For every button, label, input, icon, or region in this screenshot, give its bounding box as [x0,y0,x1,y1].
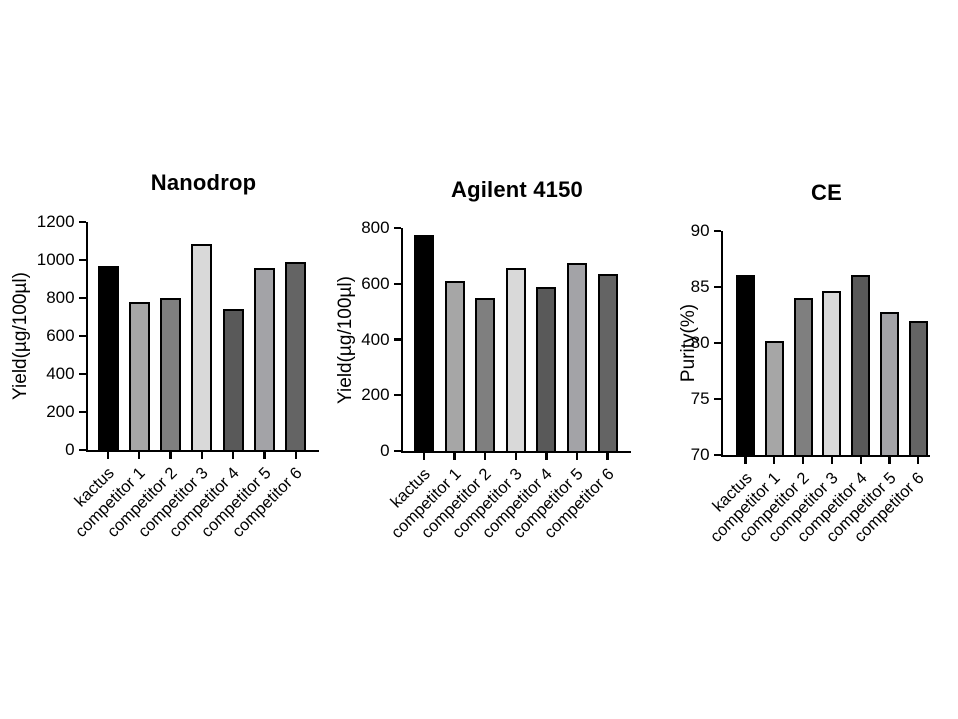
x-tick-mark [917,457,920,465]
x-tick-mark [232,452,235,460]
y-tick-mark [78,296,86,300]
y-tick-mark [78,410,86,414]
x-tick-mark [744,457,747,465]
bar-kactus [414,234,434,451]
y-tick-label: 600 [46,326,75,345]
y-tick-label: 75 [690,389,710,408]
y-tick-mark [393,282,401,285]
bar-competitor-6 [908,320,928,455]
y-tick-label: 600 [361,273,390,293]
bar-competitor-1 [764,340,784,455]
bar-competitor-1 [128,301,150,450]
chart-title-agilent-4150: Agilent 4150 [450,177,583,202]
y-tick-mark [393,394,401,397]
x-tick-mark [200,452,204,460]
y-tick-label: 400 [46,364,75,383]
x-tick-mark [263,452,266,460]
y-tick-mark [393,226,401,230]
x-axis-line [400,451,631,454]
y-tick-mark [713,453,721,457]
y-tick-label: 1000 [36,250,75,269]
bar-competitor-4 [222,309,244,450]
y-axis-line [400,228,403,454]
bar-competitor-1 [444,280,465,451]
y-tick-label: 70 [690,445,710,464]
bar-competitor-2 [475,297,496,451]
x-tick-mark [773,457,776,465]
chart-title-nanodrop: Nanodrop [150,170,257,195]
x-tick-mark [830,457,834,465]
bar-competitor-3 [505,268,526,451]
bar-competitor-6 [597,273,618,451]
y-axis-line [85,222,88,453]
y-tick-label: 800 [361,218,390,237]
y-tick-label: 80 [690,333,710,352]
bar-competitor-5 [567,262,587,451]
x-tick-mark [453,453,456,461]
y-tick-label: 90 [690,221,710,240]
y-axis-line [720,231,723,458]
bar-competitor-4 [851,274,871,455]
y-tick-mark [393,449,401,453]
x-axis-line [720,455,930,458]
bar-competitor-4 [536,286,557,451]
y-tick-label: 200 [46,402,75,421]
x-tick-mark [294,452,297,460]
x-tick-mark [606,453,609,461]
bar-competitor-3 [191,243,213,450]
bar-kactus [736,274,755,455]
y-tick-mark [713,229,721,233]
y-tick-label: 0 [380,441,390,460]
x-tick-mark [422,453,426,461]
x-axis-line [85,450,319,453]
y-tick-mark [713,397,721,401]
y-tick-label: 400 [361,329,390,349]
y-tick-mark [393,338,401,341]
y-tick-mark [713,341,721,345]
y-tick-label: 1200 [36,212,75,231]
y-tick-mark [78,372,86,376]
bar-kactus [97,265,119,450]
bar-competitor-3 [822,291,842,455]
y-tick-mark [78,334,86,338]
x-tick-mark [545,453,548,461]
x-tick-label-competitor-4: competitor 4 [166,464,243,541]
chart-title-ce: CE [811,180,842,205]
y-tick-label: 0 [65,440,75,459]
x-tick-mark [138,452,141,460]
x-tick-mark [801,457,805,465]
x-tick-mark [888,457,891,465]
y-tick-mark [78,220,86,224]
bar-competitor-2 [160,298,182,450]
x-tick-mark [514,453,517,461]
x-tick-mark [484,453,487,461]
x-tick-mark [169,452,172,460]
bar-competitor-2 [793,298,813,455]
y-tick-mark [78,448,86,452]
y-tick-mark [713,285,721,289]
y-tick-label: 85 [690,277,710,296]
bar-competitor-5 [880,311,899,455]
x-tick-mark [106,452,110,460]
x-tick-mark [859,457,862,465]
bar-competitor-5 [254,267,275,450]
bar-competitor-6 [285,261,307,450]
y-tick-label: 200 [361,385,390,405]
x-tick-mark [575,453,579,461]
y-tick-label: 800 [46,288,75,307]
y-tick-mark [78,258,86,262]
